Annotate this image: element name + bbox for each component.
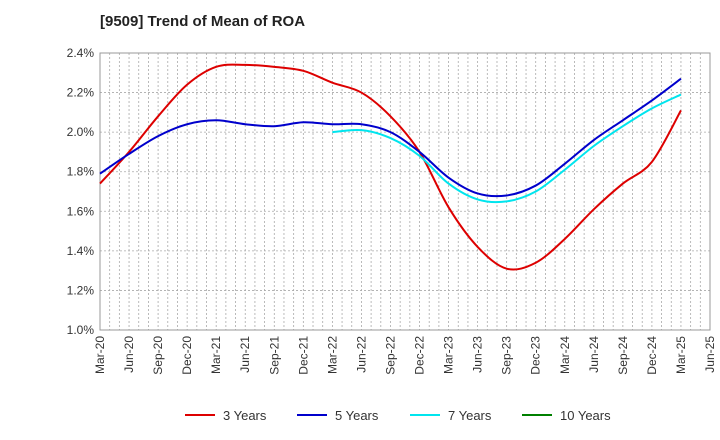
- x-tick-label: Sep-21: [267, 336, 281, 375]
- legend-label-5-years: 5 Years: [335, 408, 379, 423]
- y-tick-label: 1.0%: [67, 323, 95, 337]
- x-tick-label: Dec-24: [645, 336, 659, 375]
- x-tick-label: Jun-25: [703, 336, 717, 373]
- y-tick-label: 1.8%: [67, 165, 95, 179]
- x-tick-label: Dec-20: [180, 336, 194, 375]
- x-tick-label: Jun-21: [238, 336, 252, 373]
- series-line-3-years: [99, 63, 682, 271]
- x-tick-label: Jun-22: [354, 336, 368, 373]
- y-tick-label: 1.2%: [67, 283, 95, 297]
- series-line-5-years: [99, 77, 682, 198]
- x-tick-label: Dec-23: [529, 336, 543, 375]
- x-tick-label: Mar-23: [442, 336, 456, 374]
- y-tick-label: 2.0%: [67, 125, 95, 139]
- legend-label-10-years: 10 Years: [560, 408, 611, 423]
- x-tick-label: Jun-24: [587, 336, 601, 373]
- x-tick-label: Jun-23: [471, 336, 485, 373]
- y-tick-label: 2.2%: [67, 86, 95, 100]
- x-tick-label: Dec-21: [296, 336, 310, 375]
- plot-frame: [99, 52, 711, 331]
- y-axis: 1.0% 1.2% 1.4% 1.6% 1.8% 2.0% 2.2% 2.4%: [67, 46, 95, 337]
- legend: 3 Years 5 Years 7 Years 10 Years: [185, 408, 611, 423]
- series-lines: [99, 63, 682, 271]
- x-tick-label: Sep-24: [616, 336, 630, 375]
- legend-label-3-years: 3 Years: [223, 408, 267, 423]
- x-tick-label: Mar-24: [558, 336, 572, 374]
- x-tick-label: Mar-20: [93, 336, 107, 374]
- legend-label-7-years: 7 Years: [448, 408, 492, 423]
- y-tick-label: 1.4%: [67, 244, 95, 258]
- x-tick-label: Dec-22: [413, 336, 427, 375]
- x-tick-label: Sep-22: [383, 336, 397, 375]
- series-line-7-years: [332, 93, 682, 204]
- grid: [99, 52, 711, 331]
- x-tick-label: Mar-22: [325, 336, 339, 374]
- x-tick-label: Sep-23: [500, 336, 514, 375]
- x-tick-label: Mar-21: [209, 336, 223, 374]
- x-tick-label: Mar-25: [674, 336, 688, 374]
- x-tick-label: Sep-20: [151, 336, 165, 375]
- chart-title: [9509] Trend of Mean of ROA: [100, 13, 306, 30]
- x-axis: Mar-20 Jun-20 Sep-20 Dec-20 Mar-21 Jun-21 Sep-…: [93, 336, 717, 375]
- y-tick-label: 1.6%: [67, 204, 95, 218]
- y-tick-label: 2.4%: [67, 46, 95, 60]
- x-tick-label: Jun-20: [122, 336, 136, 373]
